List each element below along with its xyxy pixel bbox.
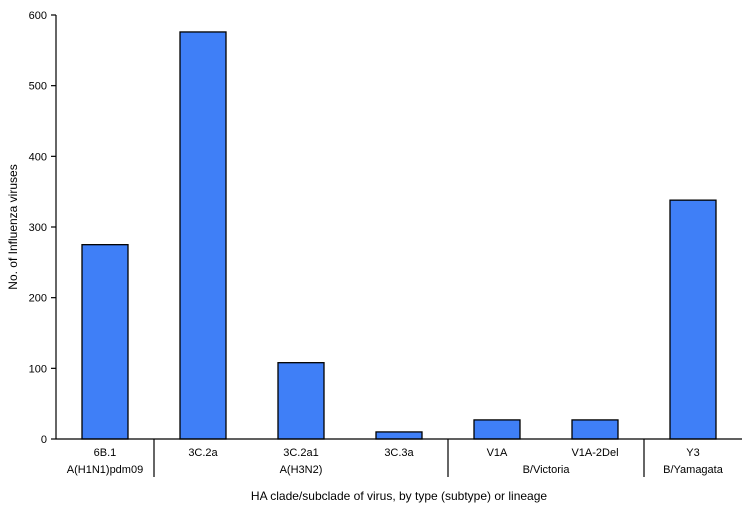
bar [179, 31, 227, 440]
bar [669, 199, 717, 440]
bar [277, 362, 325, 440]
x-axis-group-labels: A(H1N1)pdm09 A(H3N2) B/Victoria B/Yamagata [67, 464, 724, 476]
y-axis-ticks: 0 100 200 300 400 500 600 [29, 10, 56, 446]
x-tick-label: 6B.1 [94, 447, 117, 459]
bar [375, 431, 423, 440]
group-label: A(H3N2) [280, 464, 323, 476]
y-tick-label: 100 [29, 363, 47, 375]
y-tick-label: 0 [41, 434, 47, 446]
x-tick-label: V1A-2Del [571, 447, 618, 459]
y-axis-title: No. of Influenza viruses [6, 164, 20, 289]
group-label: B/Victoria [523, 464, 571, 476]
bar [571, 419, 619, 440]
bars [81, 31, 717, 440]
group-label: A(H1N1)pdm09 [67, 464, 143, 476]
x-axis-group-separators [153, 439, 645, 477]
y-tick-label: 300 [29, 222, 47, 234]
x-axis-title: HA clade/subclade of virus, by type (sub… [251, 489, 547, 503]
x-tick-label: V1A [487, 447, 508, 459]
y-tick-label: 400 [29, 151, 47, 163]
y-tick-label: 600 [29, 10, 47, 22]
y-tick-label: 500 [29, 81, 47, 93]
bar [473, 419, 521, 440]
x-tick-label: 3C.3a [384, 447, 414, 459]
x-tick-label: 3C.2a [188, 447, 218, 459]
x-tick-label: 3C.2a1 [283, 447, 318, 459]
x-axis-category-labels: 6B.1 3C.2a 3C.2a1 3C.3a V1A V1A-2Del Y3 [94, 447, 700, 459]
x-tick-label: Y3 [686, 447, 699, 459]
bar [81, 244, 129, 440]
group-label: B/Yamagata [663, 464, 724, 476]
y-tick-label: 200 [29, 293, 47, 305]
